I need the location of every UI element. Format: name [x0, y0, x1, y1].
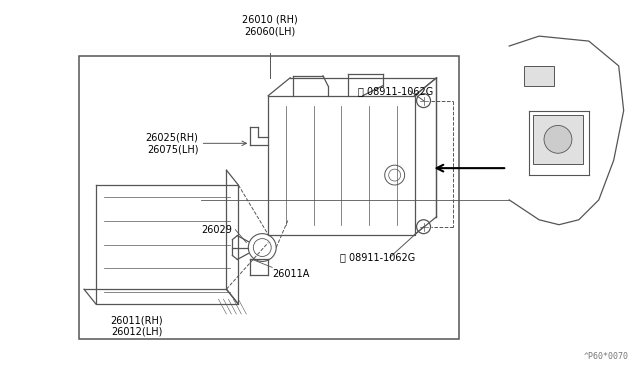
Text: Ⓑ 08911-1062G: Ⓑ 08911-1062G: [340, 253, 415, 263]
Text: Ⓑ 08911-1062G: Ⓑ 08911-1062G: [358, 86, 433, 96]
Bar: [533, 115, 583, 164]
Bar: [524, 66, 554, 86]
Text: 26011A: 26011A: [272, 269, 310, 279]
Text: 26011(RH)
26012(LH): 26011(RH) 26012(LH): [111, 315, 163, 337]
Text: 26010 (RH)
26060(LH): 26010 (RH) 26060(LH): [243, 15, 298, 36]
Text: 26025(RH)
26075(LH): 26025(RH) 26075(LH): [146, 132, 198, 154]
Bar: [79, 56, 460, 339]
Text: 26029: 26029: [202, 225, 232, 235]
Circle shape: [544, 125, 572, 153]
Text: ^P60*0070: ^P60*0070: [584, 352, 628, 361]
